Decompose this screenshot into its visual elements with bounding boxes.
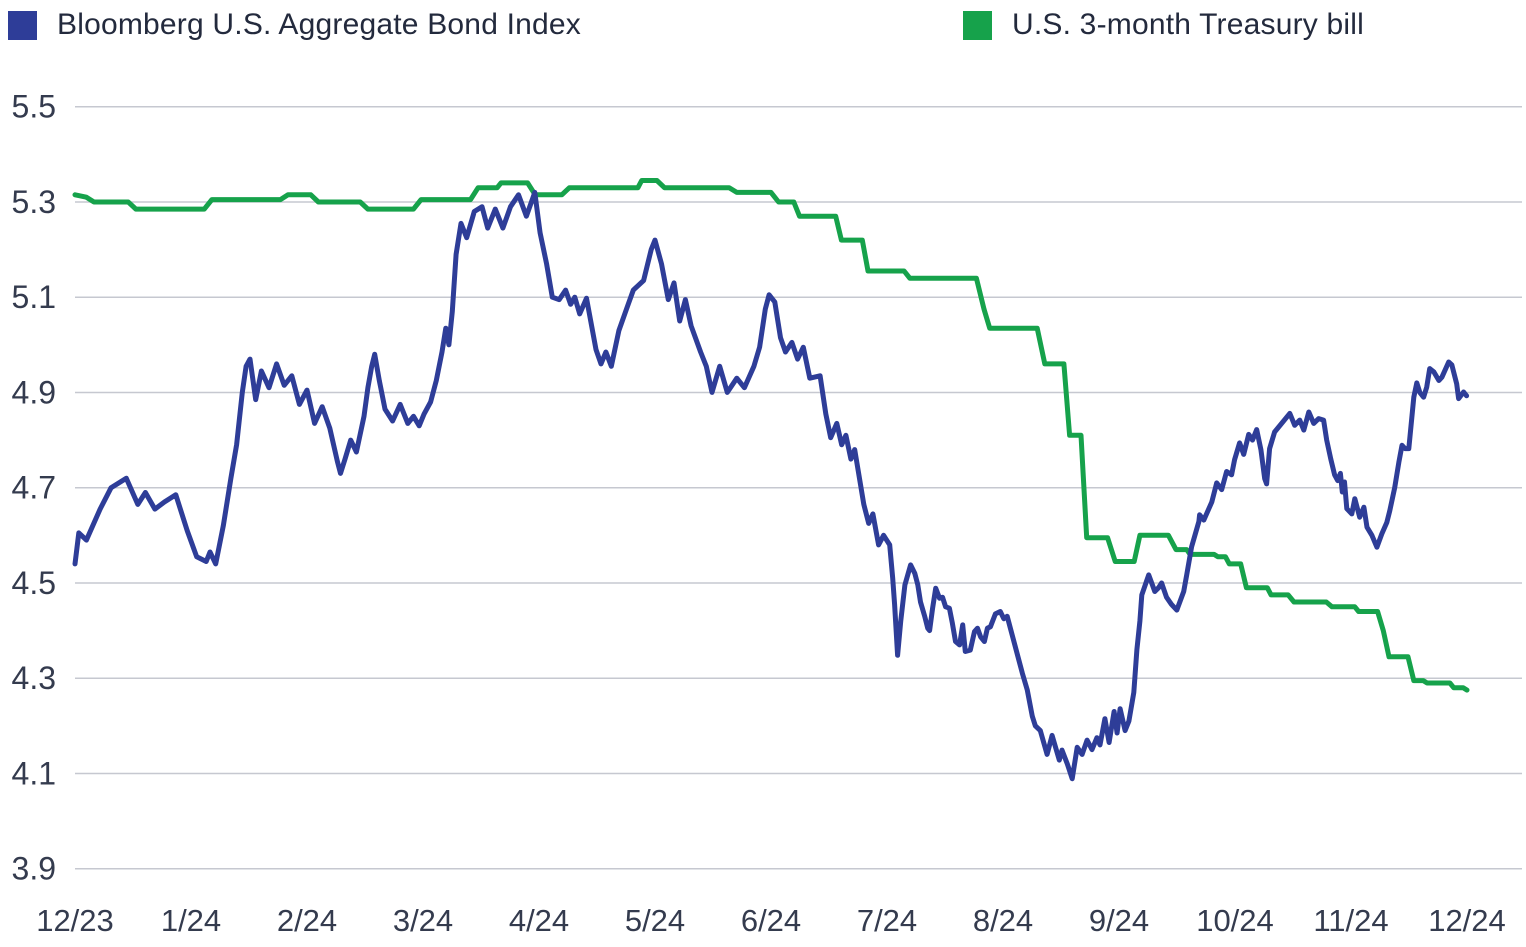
agg-legend-swatch-icon [8, 10, 37, 40]
y-tick-label: 4.7 [12, 470, 56, 506]
x-axis-labels: 12/23 1/24 2/24 3/24 4/24 5/24 6/24 7/24 8/24 9/2… [36, 903, 1506, 938]
legend-label-agg: Bloomberg U.S. Aggregate Bond Index [57, 8, 582, 41]
x-tick-label: 3/24 [393, 903, 453, 938]
y-axis-labels: 3.9 4.1 4.3 4.5 4.7 4.9 5.1 5.3 5.5 [12, 89, 56, 887]
treasury-bill-line [72, 178, 1470, 693]
agg-bond-index-line [72, 189, 1470, 782]
x-tick-label: 2/24 [277, 903, 337, 938]
legend-item-tbill: U.S. 3-month Treasury bill [963, 8, 1364, 42]
x-tick-label: 8/24 [973, 903, 1033, 938]
gridlines [75, 105, 1522, 870]
y-tick-label: 5.3 [12, 184, 56, 220]
x-tick-label: 9/24 [1089, 903, 1149, 938]
x-tick-label: 11/24 [1313, 903, 1388, 938]
x-tick-label: 6/24 [741, 903, 801, 938]
legend-item-agg: Bloomberg U.S. Aggregate Bond Index [8, 8, 581, 42]
x-tick-label: 4/24 [509, 903, 569, 938]
y-tick-label: 4.1 [12, 755, 56, 791]
y-tick-label: 4.5 [12, 565, 56, 601]
x-tick-label: 1/24 [161, 903, 221, 938]
x-tick-label: 12/23 [36, 903, 114, 938]
y-tick-label: 5.1 [12, 279, 56, 315]
tbill-legend-swatch-icon [963, 10, 992, 40]
y-tick-label: 4.9 [12, 374, 56, 410]
chart-legend: Bloomberg U.S. Aggregate Bond Index U.S.… [8, 8, 1518, 44]
y-tick-label: 3.9 [12, 851, 56, 887]
legend-label-tbill: U.S. 3-month Treasury bill [1012, 8, 1364, 41]
x-tick-label: 12/24 [1428, 903, 1506, 938]
x-tick-label: 10/24 [1196, 903, 1274, 938]
y-tick-label: 4.3 [12, 660, 56, 696]
x-tick-label: 7/24 [857, 903, 917, 938]
x-tick-label: 5/24 [625, 903, 685, 938]
y-tick-label: 5.5 [12, 89, 56, 125]
